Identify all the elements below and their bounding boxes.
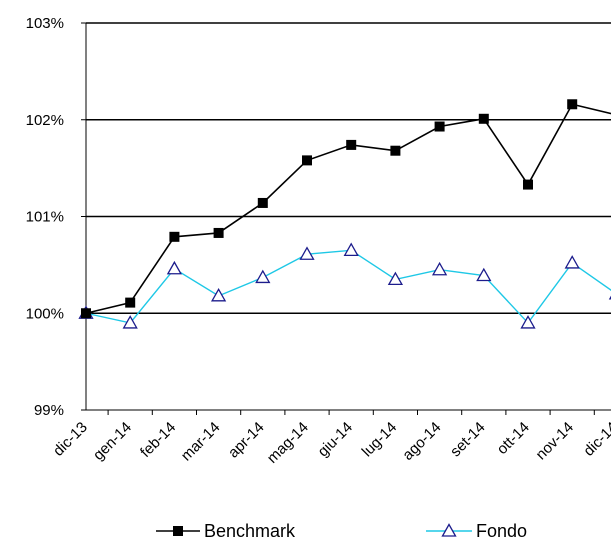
y-tick-label: 103% — [26, 15, 64, 32]
legend-item-fondo: Fondo — [426, 521, 527, 541]
data-point-benchmark — [169, 231, 180, 242]
data-point-benchmark — [434, 121, 445, 132]
x-tick-label: dic-13 — [50, 419, 91, 460]
data-point-fondo — [431, 261, 448, 276]
legend-label-fondo: Fondo — [476, 521, 527, 541]
legend: Benchmark Fondo — [156, 521, 527, 541]
x-tick-label: set-14 — [447, 419, 489, 461]
y-tick-label: 102% — [26, 112, 64, 129]
x-tick-label: ott-14 — [494, 419, 533, 458]
y-tick-label: 99% — [34, 402, 64, 419]
x-tick-label: ago-14 — [399, 419, 444, 464]
data-point-benchmark — [257, 197, 268, 208]
gridlines — [86, 22, 611, 314]
y-axis-tick-labels: 99% 100% 101% 102% 103% — [26, 15, 64, 419]
data-point-fondo — [122, 315, 138, 329]
data-point-fondo — [387, 271, 404, 286]
series-benchmark — [81, 99, 611, 319]
x-tick-label: mar-14 — [178, 419, 224, 465]
data-point-benchmark — [302, 155, 312, 166]
data-point-fondo — [166, 260, 183, 275]
legend-swatch-marker — [173, 526, 183, 536]
x-tick-label: lug-14 — [359, 419, 401, 461]
data-point-fondo — [343, 242, 359, 257]
data-point-fondo — [299, 246, 315, 260]
data-point-benchmark — [567, 99, 578, 110]
legend-label-benchmark: Benchmark — [204, 521, 296, 541]
y-tick-label: 101% — [26, 209, 64, 226]
data-point-fondo — [476, 267, 492, 282]
x-tick-label: dic-14 — [580, 419, 611, 460]
y-tick-label: 100% — [26, 305, 64, 322]
x-tick-label: giu-14 — [315, 419, 357, 461]
series-group — [78, 99, 611, 329]
data-point-benchmark — [81, 308, 91, 319]
x-tick-label: nov-14 — [533, 419, 577, 463]
data-point-benchmark — [346, 139, 357, 150]
x-tick-label: apr-14 — [225, 419, 268, 462]
data-point-fondo — [255, 269, 271, 284]
legend-item-benchmark: Benchmark — [156, 521, 296, 541]
data-point-benchmark — [523, 179, 533, 190]
data-point-fondo — [210, 288, 227, 302]
series-fondo — [78, 242, 611, 329]
axes — [81, 22, 611, 415]
x-tick-label: feb-14 — [137, 419, 179, 461]
data-point-benchmark — [390, 145, 401, 156]
legend-swatch-marker — [441, 523, 457, 537]
data-point-benchmark — [213, 227, 224, 238]
series-line-benchmark — [85, 103, 611, 315]
data-point-benchmark — [125, 297, 136, 308]
x-tick-label: mag-14 — [264, 419, 312, 467]
data-point-fondo — [520, 315, 536, 329]
x-tick-label: gen-14 — [90, 419, 135, 464]
series-line-fondo — [85, 249, 611, 325]
data-point-benchmark — [478, 113, 489, 124]
data-point-fondo — [564, 255, 580, 269]
